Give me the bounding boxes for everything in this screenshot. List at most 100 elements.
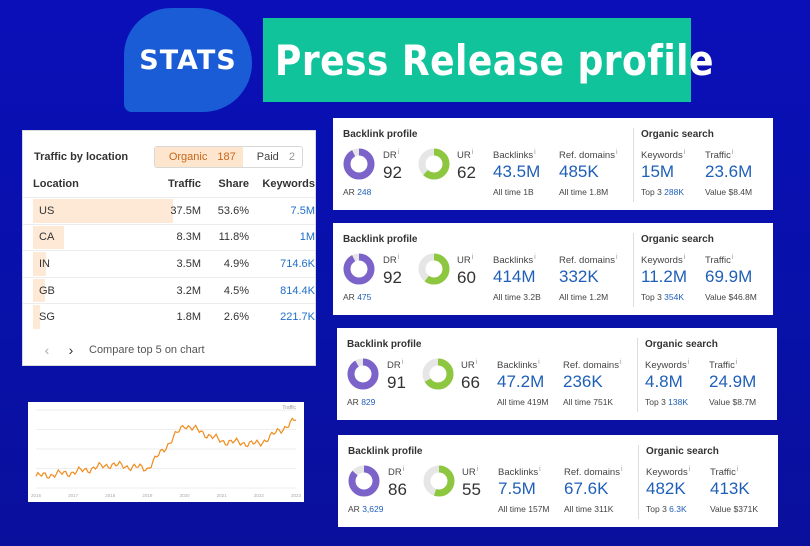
ref-domains-value[interactable]: 485K [559, 162, 599, 181]
ur-label: URi [462, 466, 479, 479]
ref-domains-all-value: 751K [593, 397, 614, 407]
backlinks-all-time: All time 3.2B [493, 292, 541, 302]
ur-label-text: UR [457, 150, 471, 162]
ref-domains-all-value: 1.8M [589, 187, 609, 197]
backlinks-all-time: All time 1B [493, 187, 534, 197]
ref-domains-label: Ref. domainsi [564, 466, 623, 479]
row-share: 11.8% [218, 231, 249, 244]
chevron-right-icon[interactable]: › [68, 341, 74, 358]
dr-donut-icon [343, 148, 375, 180]
row-keywords[interactable]: 814.4K [280, 284, 315, 297]
share-bar [33, 305, 40, 329]
backlink-profile-card: Backlink profile Organic search DRi 86 AR 3,… [338, 435, 778, 527]
ar-value[interactable]: 3,629 [362, 504, 384, 514]
ur-value: 66 [461, 373, 480, 392]
x-tick-label: 2022 [254, 493, 265, 498]
top3-value[interactable]: 288K [664, 187, 685, 197]
ref-domains-all-label: All time [564, 504, 592, 514]
traffic-value[interactable]: 69.9M [705, 267, 753, 286]
backlinks-label: Backlinksi [493, 149, 536, 162]
row-traffic: 8.3M [176, 231, 201, 244]
backlinks-value[interactable]: 47.2M [497, 372, 545, 391]
chevron-left-icon[interactable]: ‹ [44, 341, 50, 358]
traffic-value[interactable]: 24.9M [709, 372, 757, 391]
table-row: GB 3.2M 4.5% 814.4K [23, 276, 315, 304]
col-traffic[interactable]: Traffic [167, 178, 201, 190]
col-location[interactable]: Location [33, 178, 79, 190]
dr-value: 92 [383, 268, 402, 287]
ref-domains-all-value: 1.2M [589, 292, 609, 302]
ar-rank: AR 475 [343, 292, 371, 302]
dr-donut-icon [348, 465, 380, 497]
ref-domains-all-label: All time [559, 187, 587, 197]
backlinks-value[interactable]: 414M [493, 267, 536, 286]
traffic-value-usd: Value $46.8M [705, 292, 757, 302]
ref-domains-label: Ref. domainsi [559, 149, 618, 162]
value-label: Value [705, 187, 727, 197]
stats-badge-label: STATS [139, 44, 237, 76]
row-location: IN [39, 257, 50, 270]
donut-fill [347, 358, 379, 390]
backlinks-all-value: 157M [528, 504, 550, 514]
row-keywords[interactable]: 714.6K [280, 257, 315, 270]
keywords-value[interactable]: 482K [646, 479, 686, 498]
ur-label-text: UR [462, 467, 476, 479]
traffic-series-line [35, 417, 297, 479]
ref-domains-all-value: 311K [594, 504, 614, 514]
backlinks-all-value: 3.2B [523, 292, 541, 302]
ar-value[interactable]: 475 [357, 292, 372, 302]
share-bar [33, 199, 173, 223]
compare-top5-link[interactable]: Compare top 5 on chart [89, 343, 205, 356]
x-tick-label: 2019 [142, 493, 153, 498]
ref-domains-value[interactable]: 236K [563, 372, 603, 391]
top3-label: Top 3 [641, 187, 662, 197]
backlink-profile-title: Backlink profile [343, 234, 418, 245]
backlinks-all-time: All time 157M [498, 504, 550, 514]
ar-value[interactable]: 248 [357, 187, 372, 197]
traffic-label-text: Traffic [710, 467, 736, 479]
organic-count: 187 [217, 150, 236, 163]
row-keywords[interactable]: 221.7K [280, 311, 315, 324]
ar-label: AR [343, 187, 355, 197]
keywords-value[interactable]: 15M [641, 162, 675, 181]
keywords-value[interactable]: 4.8M [645, 372, 683, 391]
ar-value[interactable]: 829 [361, 397, 376, 407]
top3-value[interactable]: 354K [664, 292, 685, 302]
traffic-value[interactable]: 23.6M [705, 162, 753, 181]
ar-rank: AR 829 [347, 397, 375, 407]
keywords-label: Keywordsi [641, 149, 686, 162]
dr-label: DRi [383, 149, 400, 162]
paid-tab[interactable]: Paid 2 [243, 147, 302, 167]
ref-domains-label: Ref. domainsi [563, 359, 622, 372]
organic-tab[interactable]: Organic 187 [154, 146, 243, 167]
backlinks-value[interactable]: 7.5M [498, 479, 536, 498]
x-tick-label: 2020 [180, 493, 191, 498]
keywords-value[interactable]: 11.2M [641, 267, 687, 286]
value-amount: $8.4M [728, 187, 753, 197]
ref-domains-value[interactable]: 332K [559, 267, 599, 286]
backlinks-all-value: 419M [527, 397, 549, 407]
col-share[interactable]: Share [218, 178, 249, 190]
donut-fill [423, 465, 455, 497]
ur-label-text: UR [461, 360, 475, 372]
dr-donut-icon [347, 358, 379, 390]
row-keywords[interactable]: 1M [299, 231, 315, 244]
traffic-value[interactable]: 413K [710, 479, 750, 498]
ar-label: AR [343, 292, 355, 302]
top3-value[interactable]: 6.3K [669, 504, 687, 514]
ref-domains-value[interactable]: 67.6K [564, 479, 609, 498]
keywords-label-text: Keywords [641, 150, 683, 162]
backlinks-label: Backlinksi [493, 254, 536, 267]
keywords-label-text: Keywords [641, 255, 683, 267]
ar-label: AR [348, 504, 360, 514]
top3-value[interactable]: 138K [668, 397, 689, 407]
row-keywords[interactable]: 7.5M [290, 204, 315, 217]
dr-label-text: DR [383, 150, 397, 162]
backlinks-value[interactable]: 43.5M [493, 162, 541, 181]
ur-value: 62 [457, 163, 476, 182]
backlinks-all-label: All time [497, 397, 525, 407]
keywords-label: Keywordsi [641, 254, 686, 267]
top3-keywords: Top 3 6.3K [646, 504, 687, 514]
dr-label-text: DR [387, 360, 401, 372]
col-keywords[interactable]: Keywords [262, 178, 315, 190]
